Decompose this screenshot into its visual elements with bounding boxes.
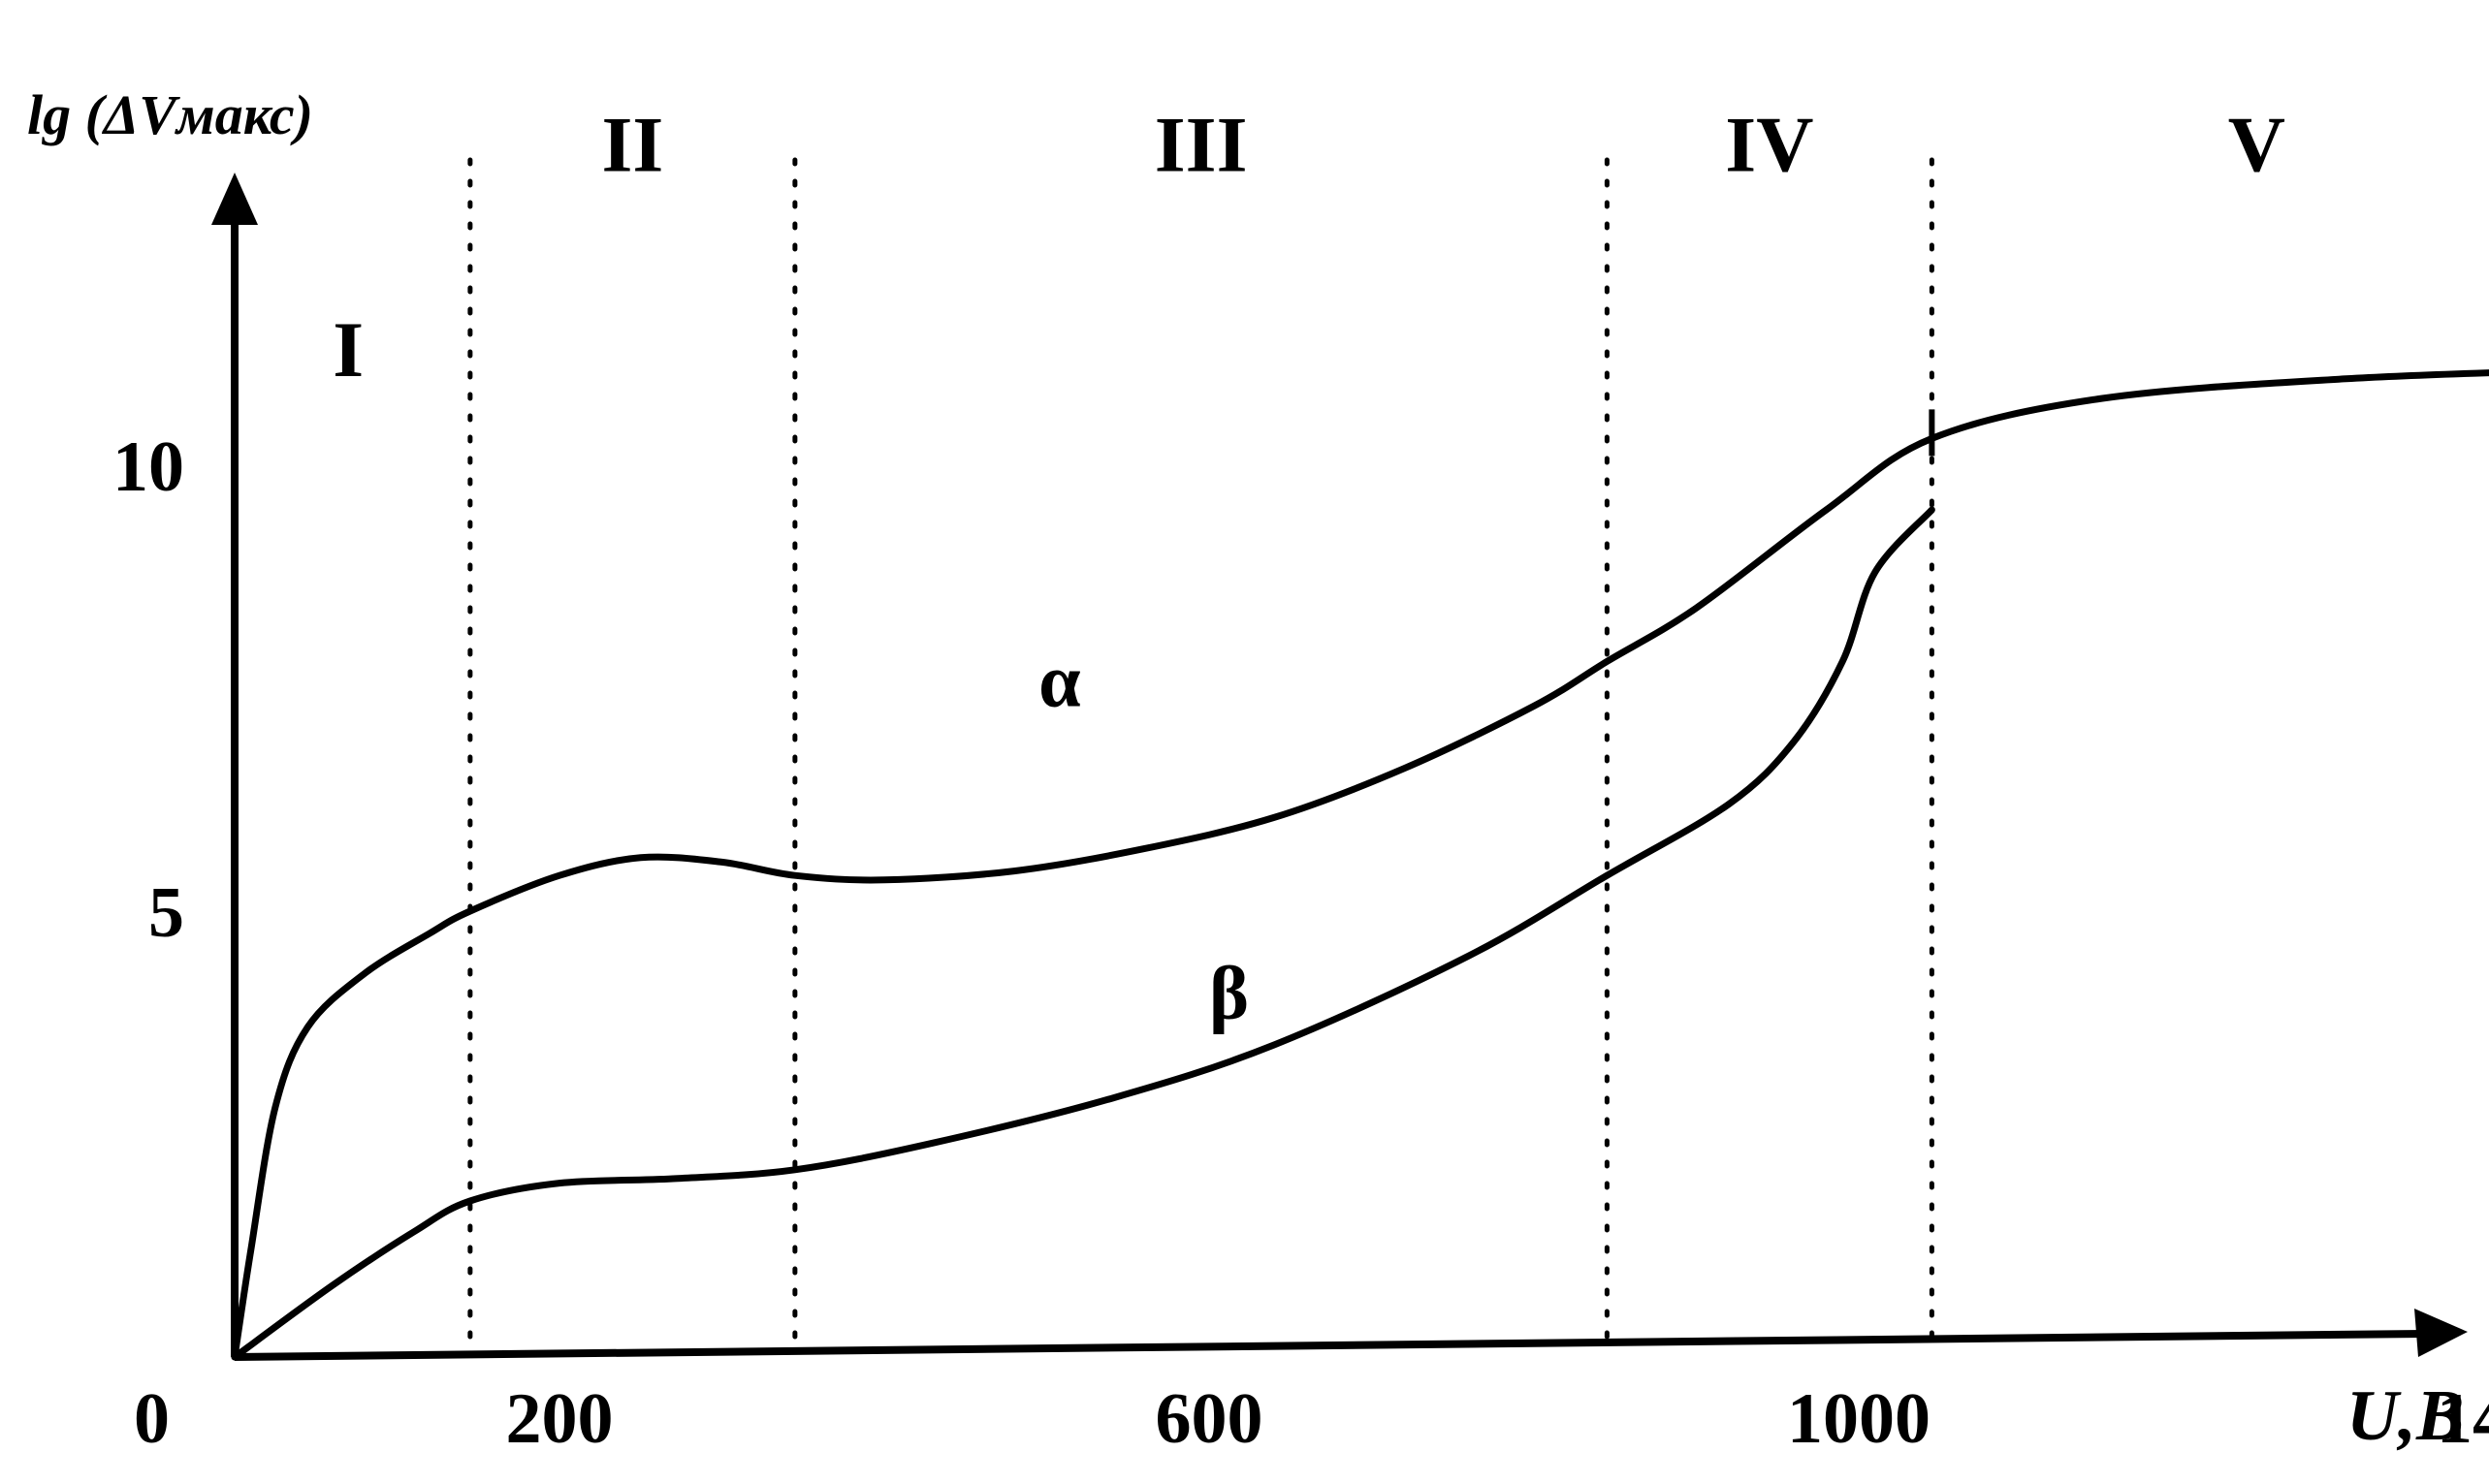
series-alpha-label: α: [1038, 638, 1081, 722]
origin-label: 0: [134, 1379, 170, 1459]
region-label-II: II: [601, 100, 663, 188]
y-tick-label-5: 5: [148, 873, 184, 953]
series-alpha-line: [231, 369, 2489, 1361]
region-label-IV: IV: [1725, 100, 1813, 188]
series-beta-line: [231, 506, 1935, 1361]
labels: lg (ΔVмакс) U,В 0 αβ20060010001400510III…: [27, 83, 2489, 1459]
x-tick-label-600: 600: [1156, 1379, 1263, 1459]
x-axis-label: U,В: [2346, 1376, 2464, 1456]
series-beta-label: β: [1209, 950, 1249, 1034]
region-dividers: [467, 157, 1934, 1345]
y-axis-arrow-icon: [211, 173, 258, 225]
region-label-I: I: [333, 305, 364, 394]
y-axis-label: lg (ΔVмакс): [27, 83, 313, 146]
x-tick-label-1000: 1000: [1787, 1379, 1931, 1459]
x-tick-label-1400: 1400: [2437, 1379, 2489, 1459]
x-axis-arrow-icon: [2414, 1309, 2468, 1357]
x-axis-line: [234, 1330, 2425, 1361]
region-label-III: III: [1155, 100, 1248, 188]
axes: [211, 173, 2468, 1361]
region-label-V: V: [2228, 100, 2285, 188]
x-tick-label-200: 200: [506, 1379, 614, 1459]
y-tick-label-10: 10: [112, 427, 184, 507]
curves: [231, 369, 2489, 1361]
